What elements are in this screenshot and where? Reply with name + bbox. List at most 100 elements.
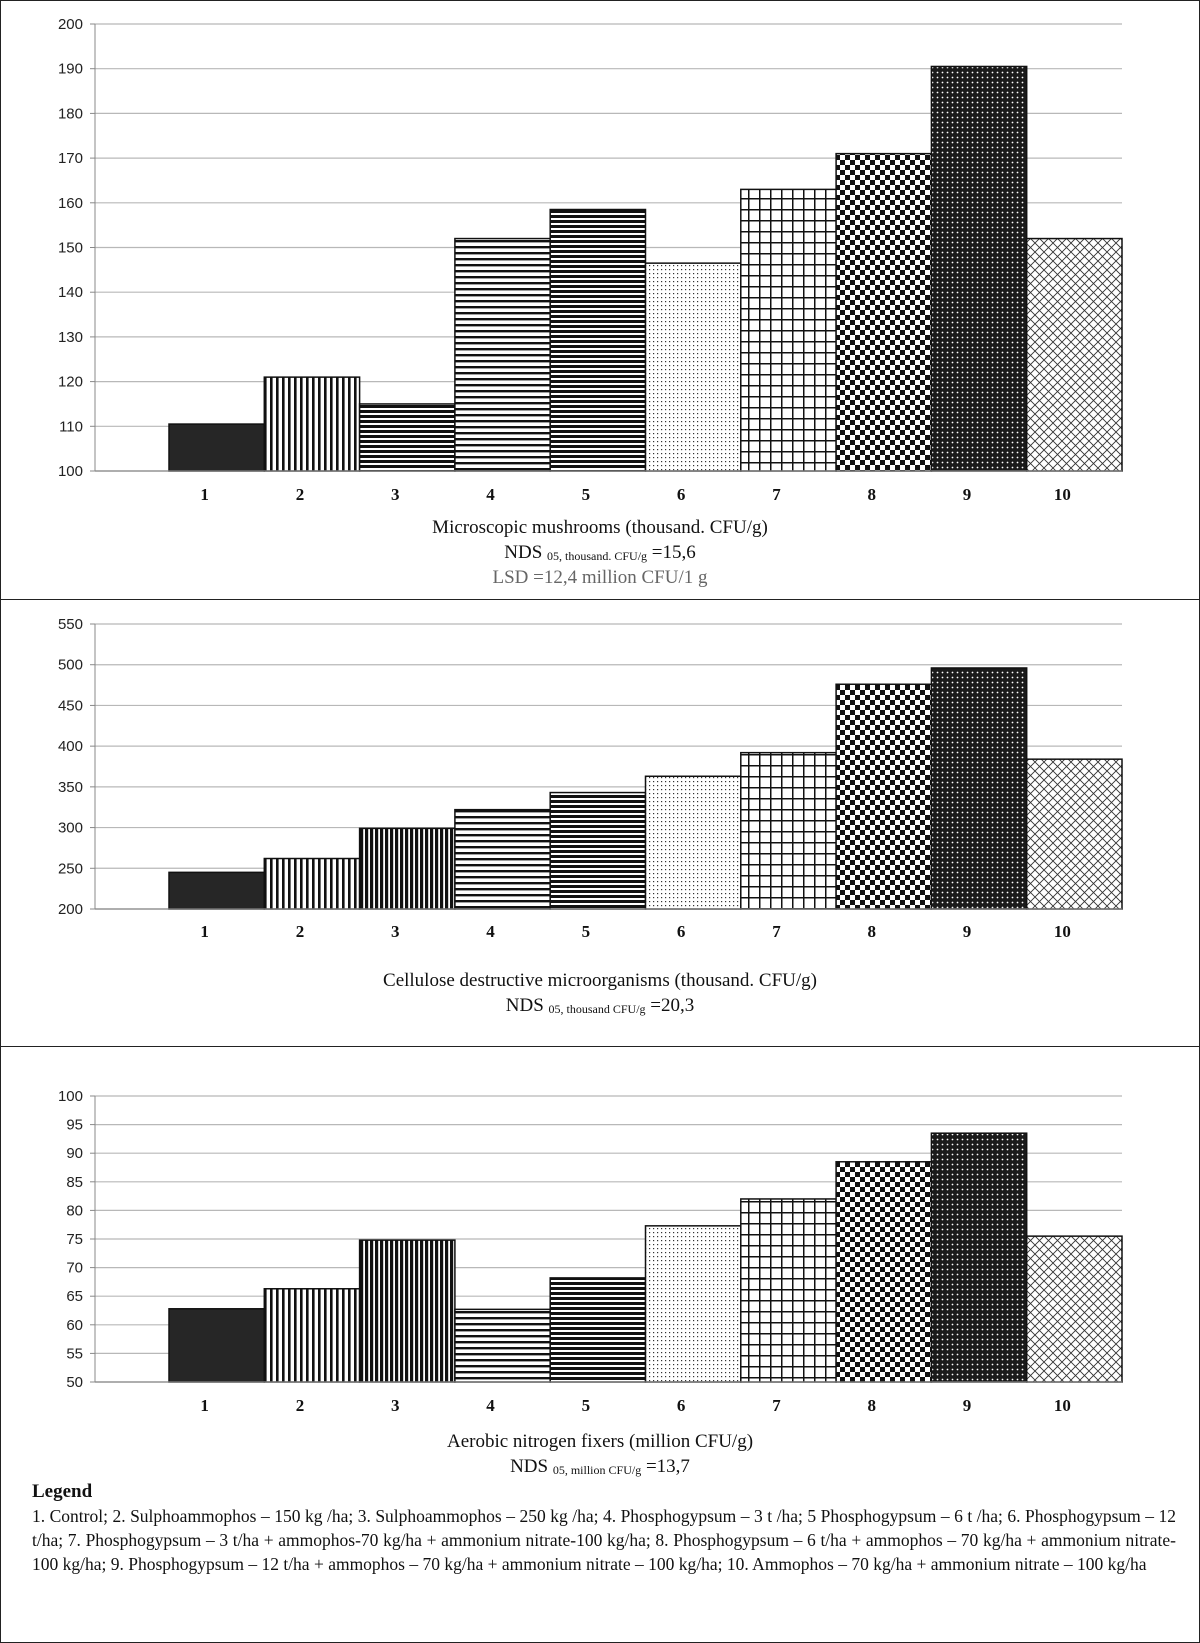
- x-category-label: 8: [868, 1396, 877, 1415]
- y-tick-label: 170: [58, 150, 83, 167]
- x-category-label: 8: [868, 922, 877, 941]
- y-tick-label: 100: [58, 1088, 83, 1105]
- x-category-label: 9: [963, 922, 972, 941]
- bar-9: [930, 1132, 1028, 1383]
- bar-9: [930, 667, 1028, 910]
- y-tick-label: 70: [66, 1260, 83, 1277]
- bar-4: [454, 808, 551, 910]
- bar-3: [358, 1239, 456, 1383]
- bar-1: [168, 423, 266, 472]
- x-category-label: 7: [772, 922, 781, 941]
- y-tick-label: 50: [66, 1374, 83, 1391]
- bar-3: [358, 403, 456, 472]
- nds-value: =15,6: [651, 542, 696, 563]
- x-category-label: 8: [868, 485, 877, 504]
- x-category-label: 4: [486, 485, 495, 504]
- bar-7: [740, 1198, 837, 1383]
- bar-10: [1025, 237, 1123, 472]
- bar-7: [740, 751, 837, 910]
- aerobic-nitrogen-fixers-chart: 50 55 60 65 70 75 80 85 90 95 100 1 2 3 4 5 6 7 8 9 10: [58, 1088, 1123, 1415]
- y-tick-label: 55: [66, 1345, 83, 1362]
- y-tick-label: 130: [58, 329, 83, 346]
- chart-2-xlabel: Cellulose destructive microorganisms (th…: [383, 970, 817, 991]
- nds-subscript: 05, million CFU/g: [552, 1463, 642, 1477]
- y-tick-label: 300: [58, 820, 83, 837]
- x-category-label: 10: [1054, 922, 1071, 941]
- bar-9: [930, 65, 1028, 472]
- x-category-label: 2: [296, 1396, 305, 1415]
- bar-6: [644, 775, 742, 910]
- y-tick-label: 100: [58, 463, 83, 480]
- y-tick-label: 120: [58, 374, 83, 391]
- nds-value: =13,7: [645, 1456, 690, 1477]
- y-tick-label: 75: [66, 1231, 83, 1248]
- bar-5: [549, 1277, 647, 1383]
- y-tick-label: 190: [58, 61, 83, 78]
- y-tick-label: 110: [59, 418, 83, 435]
- bar-8: [835, 683, 933, 910]
- y-tick-label: 160: [58, 195, 83, 212]
- x-category-label: 1: [200, 922, 209, 941]
- x-category-label: 7: [772, 485, 781, 504]
- bar-8: [835, 152, 933, 472]
- bar-2: [263, 857, 361, 910]
- y-tick-label: 65: [66, 1288, 83, 1305]
- y-tick-label: 200: [58, 901, 83, 918]
- y-tick-label: 180: [58, 105, 83, 122]
- chart-2-nds: NDS 05, thousand CFU/g =20,3: [0, 995, 1200, 1020]
- bar-6: [644, 1225, 742, 1383]
- y-tick-label: 80: [66, 1202, 83, 1219]
- x-category-label: 6: [677, 1396, 686, 1415]
- y-tick-label: 95: [66, 1117, 83, 1134]
- bar-1: [168, 1308, 266, 1383]
- bar-7: [740, 188, 837, 472]
- chart-panel-3: 50 55 60 65 70 75 80 85 90 95 100 1 2 3 4 5 6 7 8 9 10 Aerob…: [0, 1047, 1200, 1643]
- x-category-label: 1: [200, 485, 209, 504]
- x-category-label: 3: [391, 485, 400, 504]
- x-category-label: 4: [486, 1396, 495, 1415]
- chart-panel-1: 100 110 120 130 140 150 160 170 180 190 200 1 2 3 4 5 6 7…: [0, 0, 1200, 600]
- x-category-label: 5: [582, 922, 591, 941]
- chart-1-xlabel: Microscopic mushrooms (thousand. CFU/g): [432, 517, 768, 538]
- x-category-label: 5: [582, 485, 591, 504]
- bar-4: [454, 237, 551, 472]
- x-category-label: 10: [1054, 485, 1071, 504]
- y-tick-label: 500: [58, 657, 83, 674]
- legend-title: Legend: [32, 1481, 93, 1502]
- bar-5: [549, 791, 647, 910]
- x-category-label: 4: [486, 922, 495, 941]
- nds-subscript: 05, thousand CFU/g: [548, 1002, 646, 1016]
- cellulose-destructive-chart: 200 250 300 350 400 450 500 550 1 2 3 4 5 6 7 8 9 10: [58, 616, 1123, 941]
- x-category-label: 3: [391, 1396, 400, 1415]
- x-category-label: 2: [296, 485, 305, 504]
- legend-text: 1. Control; 2. Sulphoammophos – 150 kg /…: [32, 1506, 1176, 1574]
- y-tick-label: 90: [66, 1145, 83, 1162]
- y-tick-label: 250: [58, 860, 83, 877]
- y-tick-label: 550: [58, 616, 83, 633]
- bar-10: [1025, 758, 1123, 910]
- bar-1: [168, 871, 266, 910]
- x-category-label: 6: [677, 485, 686, 504]
- x-category-label: 1: [200, 1396, 209, 1415]
- chart-panel-2: 200 250 300 350 400 450 500 550 1 2 3 4 5 6 7 8 9 10 Cell…: [0, 600, 1200, 1047]
- y-tick-label: 60: [66, 1317, 83, 1334]
- x-category-label: 9: [963, 485, 972, 504]
- chart-3-nds: NDS 05, million CFU/g =13,7: [0, 1456, 1200, 1481]
- nds-value: =20,3: [650, 995, 695, 1016]
- y-tick-label: 140: [58, 284, 83, 301]
- chart-3-xlabel: Aerobic nitrogen fixers (million CFU/g): [446, 1431, 754, 1452]
- x-category-label: 5: [582, 1396, 591, 1415]
- chart-1-nds: NDS 05, thousand. CFU/g =15,6: [0, 542, 1200, 567]
- legend: Legend 1. Control; 2. Sulphoammophos – 1…: [32, 1480, 1176, 1576]
- bar-10: [1025, 1235, 1123, 1383]
- y-tick-label: 200: [58, 16, 83, 33]
- x-category-label: 6: [677, 922, 686, 941]
- bar-8: [835, 1161, 933, 1383]
- y-tick-label: 400: [58, 738, 83, 755]
- chart-1-lsd: LSD =12,4 million CFU/1 g: [492, 567, 708, 588]
- bar-4: [454, 1308, 551, 1383]
- nds-prefix: NDS: [504, 542, 543, 563]
- nds-prefix: NDS: [510, 1456, 549, 1477]
- bar-2: [263, 1288, 361, 1383]
- bar-6: [644, 262, 742, 472]
